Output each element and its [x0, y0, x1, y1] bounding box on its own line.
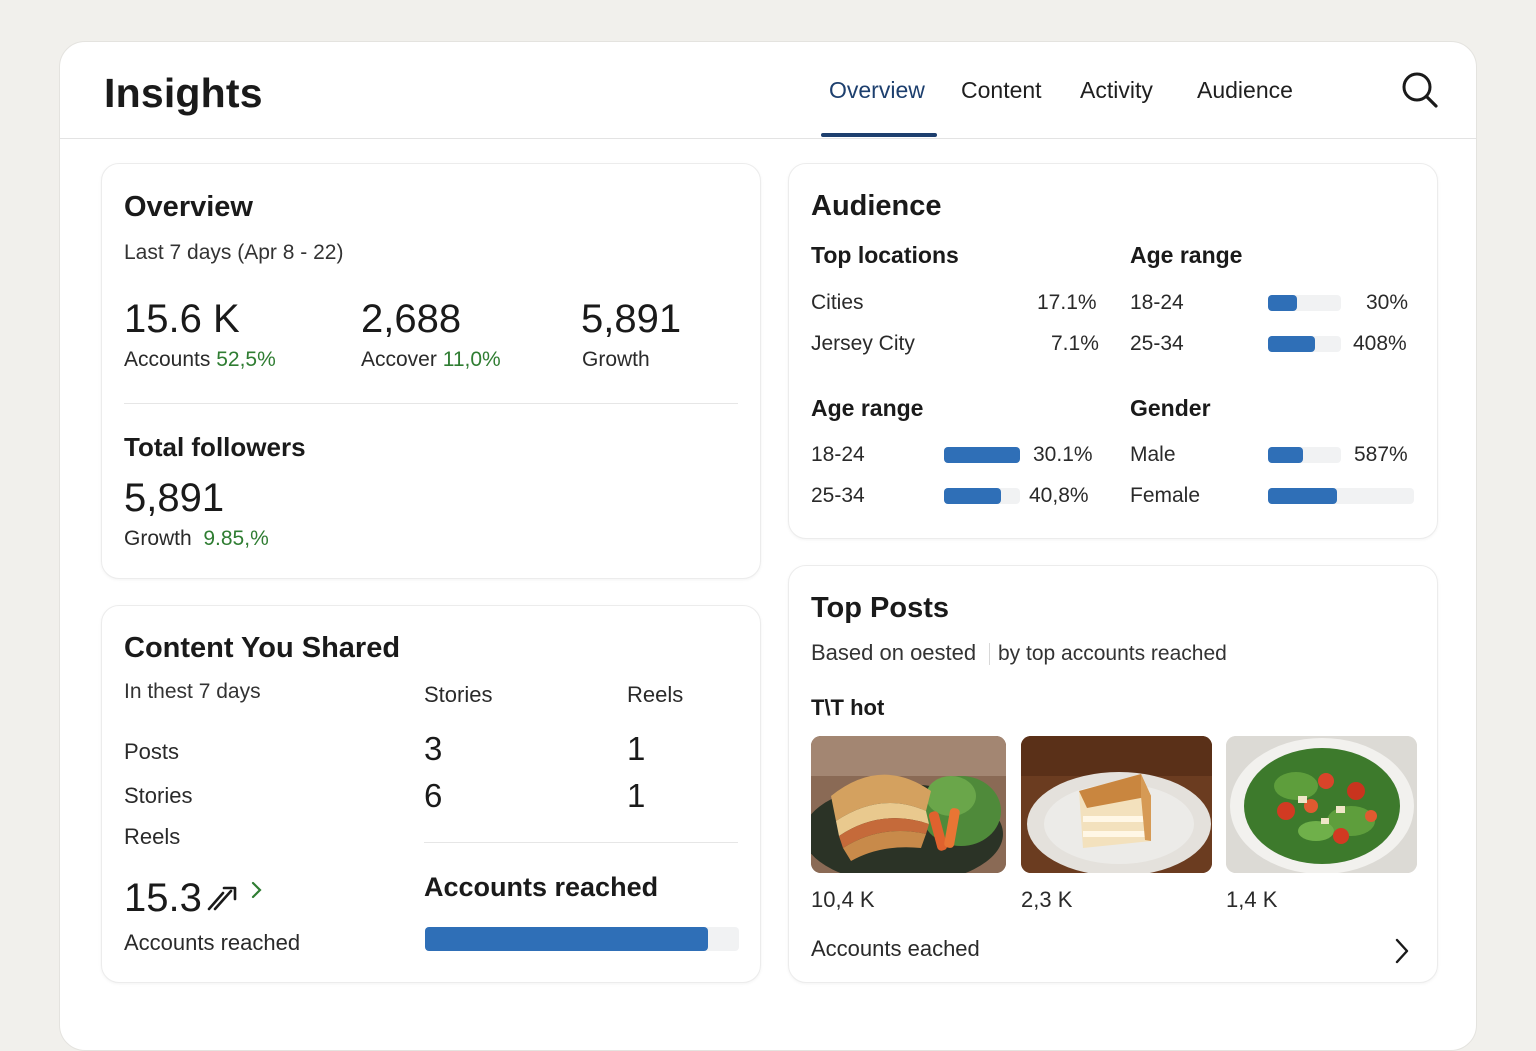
top-posts-title: Top Posts: [811, 592, 950, 624]
location-value-jersey-city: 7.1%: [1051, 332, 1099, 355]
top-posts-section-label: T\T hot: [811, 695, 885, 720]
tab-overview[interactable]: Overview: [829, 77, 925, 103]
overview-period: Last 7 days (Apr 8 - 22): [124, 241, 344, 264]
post-value-3: 1,4 K: [1226, 887, 1278, 912]
followers-growth: Growth 9.85,%: [124, 527, 269, 550]
subtitle-separator: [989, 643, 990, 665]
content-shared-card: Content You Shared In thest 7 days Stori…: [101, 605, 761, 983]
location-name-cities: Cities: [811, 291, 864, 314]
location-value-cities: 17.1%: [1037, 291, 1097, 314]
row-label-stories: Stories: [124, 783, 193, 808]
post-thumbnail-2[interactable]: [1021, 736, 1212, 873]
top-posts-subtitle-left: Based on oested: [811, 640, 977, 665]
age-range-left-title: Age range: [811, 395, 924, 421]
gender-label-male: Male: [1130, 443, 1176, 466]
audience-card: Audience Top locations Cities 17.1% Jers…: [788, 163, 1438, 539]
cake-slice-photo: [1021, 736, 1212, 873]
top-posts-footer-label: Accounts eached: [811, 936, 980, 961]
gender-bar-fill-female: [1268, 488, 1337, 504]
top-bar: Insights Overview Content Activity Audie…: [60, 42, 1476, 139]
salad-bowl-photo: [1226, 736, 1417, 873]
age-left-label-25-34: 25-34: [811, 484, 865, 507]
overview-card: Overview Last 7 days (Apr 8 - 22) 15.6 K…: [101, 163, 761, 579]
content-shared-title: Content You Shared: [124, 632, 401, 664]
age-right-bar-fill-25-34: [1268, 336, 1316, 352]
accounts-reached-bar-fill: [425, 927, 708, 951]
active-tab-indicator: [821, 133, 937, 137]
stories-reels-count: 1: [627, 777, 646, 814]
age-right-bar-fill-18-24: [1268, 295, 1298, 311]
overview-divider: [124, 403, 738, 404]
post-value-2: 2,3 K: [1021, 887, 1073, 912]
content-divider: [424, 842, 738, 843]
accounts-reached-title: Accounts reached: [424, 872, 659, 902]
column-header-reels: Reels: [627, 682, 684, 707]
metric-value-growth: 5,891: [581, 297, 682, 341]
total-followers-title: Total followers: [124, 432, 306, 462]
metric-value-accounts: 15.6 K: [124, 297, 240, 341]
top-locations-title: Top locations: [811, 242, 959, 268]
tab-content[interactable]: Content: [961, 77, 1042, 103]
top-posts-subtitle-right: by top accounts reached: [998, 642, 1227, 665]
metric-value-accover: 2,688: [361, 297, 462, 341]
post-thumbnail-1[interactable]: [811, 736, 1006, 873]
age-right-value-25-34: 408%: [1353, 332, 1407, 355]
age-left-label-18-24: 18-24: [811, 443, 865, 466]
overview-title: Overview: [124, 191, 253, 223]
gender-bar-fill-male: [1268, 447, 1304, 463]
accounts-reached-bar: [425, 927, 739, 951]
metric-label-accounts: Accounts 52,5%: [124, 348, 276, 371]
row-label-reels: Reels: [124, 824, 181, 849]
age-left-bar-fill-25-34: [944, 488, 1001, 504]
followers-growth-value: 9.85,%: [203, 527, 269, 550]
age-right-value-18-24: 30%: [1366, 291, 1409, 314]
column-header-stories: Stories: [424, 682, 493, 707]
age-left-bar-18-24: [944, 447, 1020, 463]
age-right-bar-18-24: [1268, 295, 1341, 311]
post-value-1: 10,4 K: [811, 887, 875, 912]
row-label-posts: Posts: [124, 739, 180, 764]
insights-window: Insights Overview Content Activity Audie…: [59, 41, 1477, 1051]
age-left-bar-25-34: [944, 488, 1020, 504]
metric-label-accover: Accover 11,0%: [361, 348, 501, 371]
age-left-value-18-24: 30.1%: [1033, 443, 1093, 466]
age-left-bar-fill-18-24: [944, 447, 1020, 463]
age-range-right-title: Age range: [1130, 242, 1243, 268]
page-title: Insights: [104, 70, 263, 116]
age-left-value-25-34: 40,8%: [1029, 484, 1089, 507]
chevron-right-icon[interactable]: [1393, 937, 1411, 965]
stories-stories-count: 6: [424, 777, 443, 814]
trending-up-icon: [206, 880, 240, 914]
gender-label-female: Female: [1130, 484, 1201, 507]
gender-title: Gender: [1130, 395, 1211, 421]
search-icon[interactable]: [1400, 70, 1440, 110]
content-shared-period: In thest 7 days: [124, 680, 261, 703]
sandwich-photo: [811, 736, 1006, 873]
reach-label: Accounts reached: [124, 930, 301, 955]
gender-value-male: 587%: [1354, 443, 1408, 466]
gender-bar-female: [1268, 488, 1414, 504]
location-name-jersey-city: Jersey City: [811, 332, 915, 355]
posts-reels-count: 1: [627, 730, 646, 767]
post-thumbnail-3[interactable]: [1226, 736, 1417, 873]
top-posts-card: Top Posts Based on oested by top account…: [788, 565, 1438, 983]
metric-change-accover: 11,0%: [442, 348, 501, 371]
audience-title: Audience: [811, 190, 942, 222]
age-right-label-25-34: 25-34: [1130, 332, 1184, 355]
tab-activity[interactable]: Activity: [1080, 77, 1153, 103]
gender-bar-male: [1268, 447, 1341, 463]
tab-audience[interactable]: Audience: [1197, 77, 1293, 103]
posts-stories-count: 3: [424, 730, 443, 767]
total-followers-value: 5,891: [124, 476, 225, 520]
chevron-right-icon[interactable]: [250, 880, 264, 900]
age-right-label-18-24: 18-24: [1130, 291, 1184, 314]
reach-value: 15.3: [124, 876, 202, 920]
age-right-bar-25-34: [1268, 336, 1341, 352]
metric-change-accounts: 52,5%: [216, 348, 276, 371]
metric-label-growth: Growth: [582, 348, 650, 371]
